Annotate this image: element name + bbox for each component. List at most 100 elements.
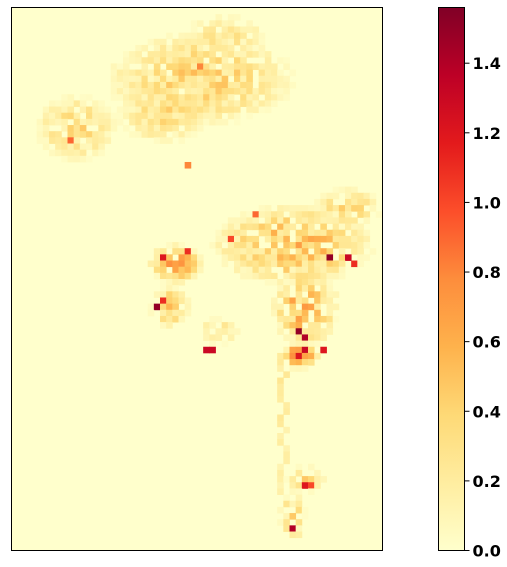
heatmap-cell [277,506,284,514]
heatmap-cell [221,106,229,114]
heatmap-cell [166,297,173,305]
heatmap-cell [308,272,315,280]
heatmap-cell [203,75,210,83]
heatmap-cell [351,198,358,206]
heatmap-cell [308,285,315,292]
heatmap-cell [141,112,149,120]
heatmap-cell [184,88,192,95]
heatmap-cell [215,38,223,46]
heatmap-cell [86,137,93,144]
heatmap-cell [86,143,93,151]
heatmap-cell [172,38,179,46]
heatmap-cell [320,279,327,286]
heatmap-cell [197,81,204,89]
heatmap-cell [197,44,204,52]
heatmap-cell [308,334,315,341]
heatmap-cell [363,229,371,237]
heatmap-cell [271,242,278,249]
heatmap-cell [197,38,204,46]
heatmap-cell [234,75,241,83]
heatmap-cell [234,106,241,114]
heatmap-cell [203,346,210,354]
heatmap-cell [258,211,266,218]
heatmap-cell [197,94,204,101]
heatmap-cell [314,322,321,329]
heatmap-cell [160,57,167,64]
heatmap-cell [277,279,284,286]
heatmap-cell [277,309,284,317]
heatmap-cell [209,44,216,52]
heatmap-cell [246,51,253,58]
heatmap-cell [295,205,303,212]
heatmap-cell [301,205,309,212]
heatmap-cell [258,38,266,46]
heatmap-cell [123,100,130,107]
heatmap-cell [178,94,186,101]
heatmap-cell [129,106,136,114]
heatmap-cell [172,125,179,132]
heatmap-cell [234,88,241,95]
heatmap-cell [215,20,223,27]
heatmap-cell [129,94,136,101]
heatmap-cell [227,38,235,46]
heatmap-cell [184,309,192,317]
heatmap-cell [289,315,297,323]
heatmap-cell [338,248,346,255]
heatmap-cell [289,309,297,317]
heatmap-cell [240,38,247,46]
heatmap-cell [190,266,198,274]
heatmap-cell [277,81,284,89]
heatmap-cell [153,118,161,126]
heatmap-cell [234,217,241,224]
heatmap-cell [178,291,186,298]
heatmap-cell [283,334,290,341]
heatmap-cell [289,340,297,348]
heatmap-cell [264,272,272,280]
heatmap-cell [166,137,173,144]
heatmap-cell [314,235,321,243]
heatmap-cell [166,272,173,280]
heatmap-cell [326,322,334,329]
heatmap-cell [345,223,352,231]
heatmap-cell [178,260,186,268]
heatmap-cell [283,402,290,409]
colorbar-tick-label: 1.2 [473,124,501,143]
heatmap-cell [234,38,241,46]
heatmap-cell [326,297,334,305]
heatmap-cell [221,340,229,348]
heatmap-cell [252,38,260,46]
heatmap-cell [301,266,309,274]
heatmap-cell [197,75,204,83]
heatmap-cell [98,149,105,157]
heatmap-cell [338,235,346,243]
heatmap-cell [172,291,179,298]
heatmap-cell [264,229,272,237]
heatmap-cell [258,205,266,212]
heatmap-cell [227,20,235,27]
heatmap-cell [227,217,235,224]
heatmap-cell [135,112,142,120]
heatmap-cell [283,315,290,323]
heatmap-cell [308,211,315,218]
heatmap-cell [104,118,112,126]
heatmap-cell [160,303,167,311]
heatmap-cell [123,57,130,64]
heatmap-cell [153,38,161,46]
colorbar-ticks: 0.0 0.2 0.4 0.6 0.8 1.0 1.2 1.4 [464,54,501,561]
heatmap-cell [246,75,253,83]
heatmap-cell [283,229,290,237]
heatmap-cell [295,229,303,237]
heatmap-cell [73,137,81,144]
heatmap-cell [283,445,290,452]
heatmap-cell [283,291,290,298]
heatmap-cell [314,205,321,212]
heatmap-cell [209,38,216,46]
heatmap-cell [289,352,297,360]
heatmap-cell [332,235,340,243]
heatmap-cell [79,143,87,151]
heatmap-cell [92,137,99,144]
heatmap-cell [172,75,179,83]
heatmap-cell [295,322,303,329]
heatmap-cell [258,260,266,268]
heatmap-cell [252,44,260,52]
